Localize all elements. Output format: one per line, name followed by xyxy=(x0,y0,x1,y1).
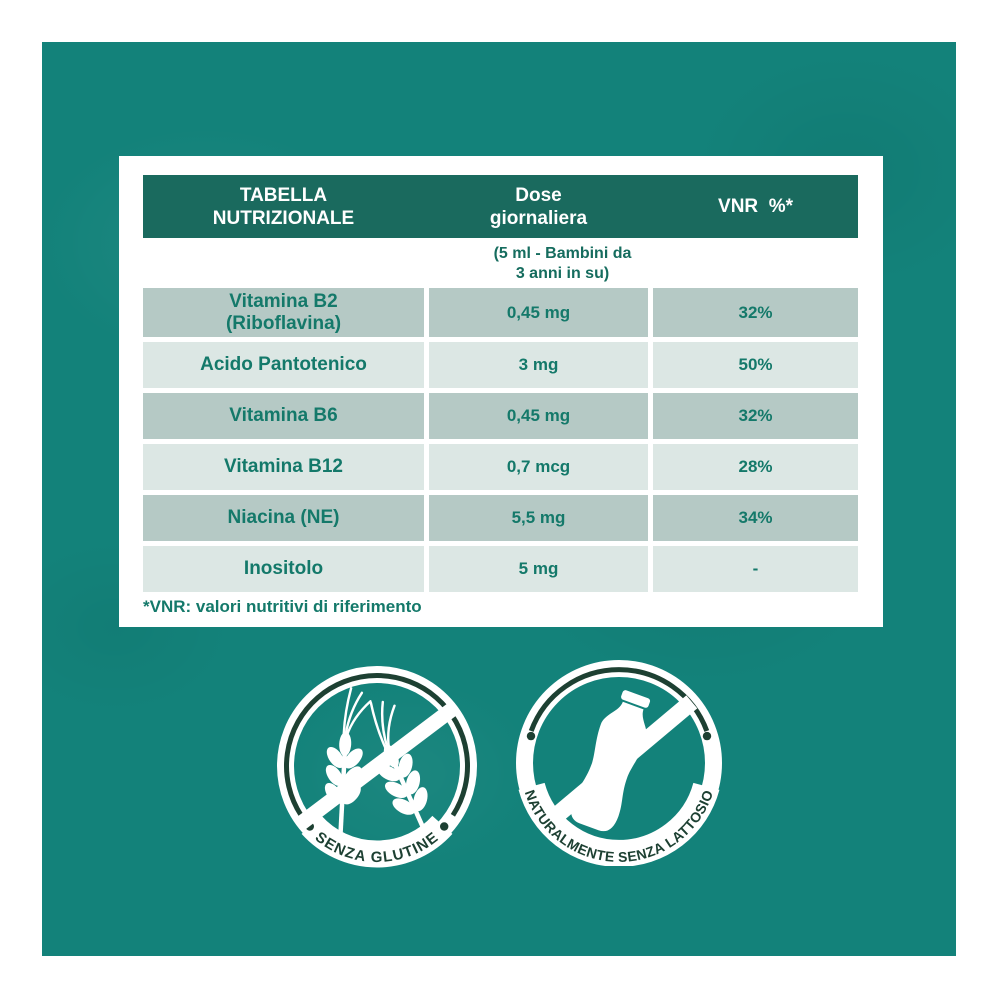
lactose-free-badge: NATURALMENTE SENZA LATTOSIO xyxy=(516,660,722,866)
badge-green-arc xyxy=(284,673,470,817)
nutrient-name-cell: Acido Pantotenico xyxy=(143,342,424,388)
serving-size-line: (5 ml - Bambini da xyxy=(493,245,632,262)
gluten-free-badge: SENZA GLUTINE xyxy=(277,666,477,868)
table-row: Vitamina B2 (Riboflavina) 0,45 mg 32% xyxy=(143,288,858,337)
prohibition-slash-icon xyxy=(540,695,698,831)
dose-cell: 5 mg xyxy=(429,546,648,592)
table-header-name-column: TABELLA NUTRIZIONALE xyxy=(143,184,424,230)
nutrient-name-cell: Vitamina B6 xyxy=(143,393,424,439)
header-line: giornaliera xyxy=(489,207,588,229)
nutrient-name: Niacina (NE) xyxy=(227,507,340,528)
table-row: Inositolo 5 mg - xyxy=(143,546,858,592)
nutrient-name-cell: Vitamina B12 xyxy=(143,444,424,490)
badge-dot-left xyxy=(526,731,536,741)
nutrition-table-card: TABELLA NUTRIZIONALE Dose giornaliera VN… xyxy=(119,156,883,627)
table-header-band: TABELLA NUTRIZIONALE Dose giornaliera VN… xyxy=(143,175,858,238)
serving-size-line: 3 anni in su) xyxy=(515,265,610,282)
nutrient-name-cell: Niacina (NE) xyxy=(143,495,424,541)
dose-cell: 3 mg xyxy=(429,342,648,388)
vnr-cell: - xyxy=(653,546,858,592)
badge-dot-right xyxy=(702,731,712,741)
vnr-cell: 34% xyxy=(653,495,858,541)
nutrient-name: Vitamina B6 xyxy=(229,405,338,426)
header-line: Dose xyxy=(515,184,562,206)
nutrient-name-cell: Vitamina B2 (Riboflavina) xyxy=(143,288,424,337)
table-row: Acido Pantotenico 3 mg 50% xyxy=(143,342,858,388)
nutrient-name-cell: Inositolo xyxy=(143,546,424,592)
teal-panel: TABELLA NUTRIZIONALE Dose giornaliera VN… xyxy=(42,42,956,956)
badge-dot-right xyxy=(440,822,449,831)
table-body: Vitamina B2 (Riboflavina) 0,45 mg 32% Ac… xyxy=(143,288,858,592)
table-row: Vitamina B6 0,45 mg 32% xyxy=(143,393,858,439)
prohibition-slash-icon xyxy=(296,702,458,830)
dose-cell: 0,45 mg xyxy=(429,393,648,439)
vnr-cell: 32% xyxy=(653,393,858,439)
table-row: Niacina (NE) 5,5 mg 34% xyxy=(143,495,858,541)
table-row: Vitamina B12 0,7 mcg 28% xyxy=(143,444,858,490)
header-line: TABELLA xyxy=(239,184,328,206)
nutrient-name: Vitamina B12 xyxy=(224,456,343,477)
dose-cell: 5,5 mg xyxy=(429,495,648,541)
header-line: NUTRIZIONALE xyxy=(212,207,355,229)
vnr-cell: 50% xyxy=(653,342,858,388)
nutrient-name: Acido Pantotenico xyxy=(200,354,367,375)
vnr-footnote: *VNR: valori nutritivi di riferimento xyxy=(143,597,422,616)
nutrient-name: Vitamina B2 xyxy=(229,290,338,312)
nutrient-name: Inositolo xyxy=(243,558,324,579)
vnr-cell: 32% xyxy=(653,288,858,337)
dose-cell: 0,7 mcg xyxy=(429,444,648,490)
nutrient-name-alt: (Riboflavina) xyxy=(225,312,342,334)
vnr-cell: 28% xyxy=(653,444,858,490)
serving-size-note: (5 ml - Bambini da 3 anni in su) xyxy=(453,244,672,284)
dose-cell: 0,45 mg xyxy=(429,288,648,337)
table-header-dose-column: Dose giornaliera xyxy=(424,184,653,230)
table-header-vnr-column: VNR %* xyxy=(718,196,793,217)
